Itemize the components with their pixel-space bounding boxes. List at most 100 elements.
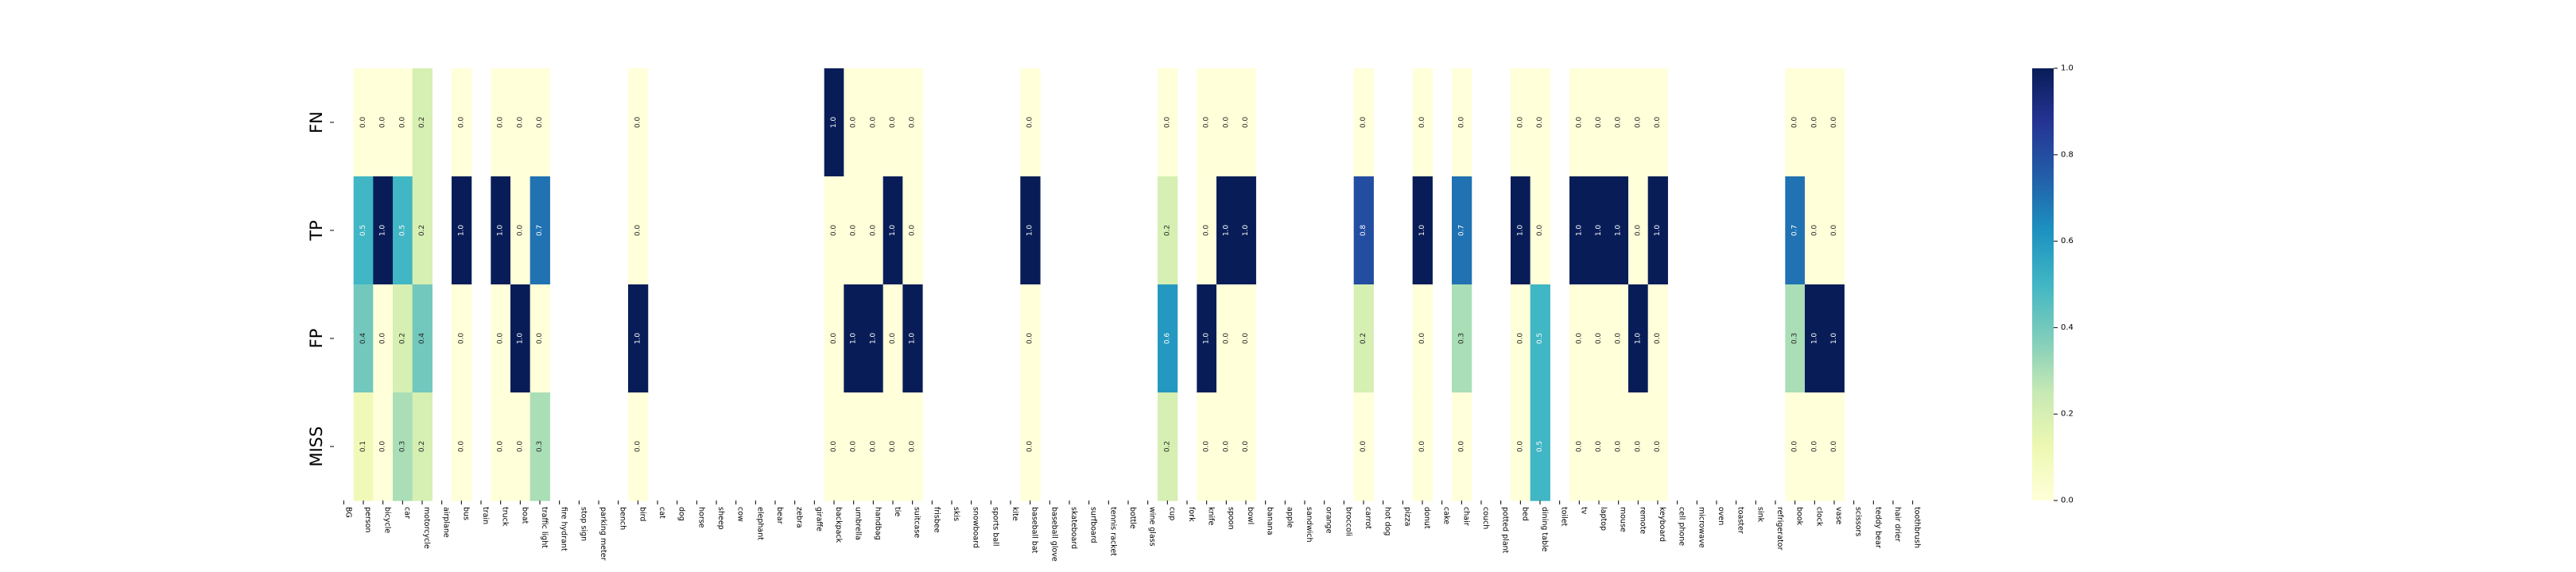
heatmap-cell (628, 176, 649, 285)
cell-value-label: 0.0 (536, 333, 544, 345)
x-tick-label: bottle (1128, 507, 1137, 529)
cell-value-label: 0.0 (379, 441, 387, 453)
cell-value-label: 0.0 (909, 225, 917, 237)
heatmap-cell-labels: 0.0 0.0 0.0 0.2 0.0 0.0 0.0 0.0 0.0 1.0 0.0 0.0 0.0 0… (359, 117, 1838, 453)
cell-value-label: 0.0 (1654, 333, 1662, 345)
heatmap-cell (1530, 392, 1550, 501)
heatmap-cell (1569, 284, 1590, 393)
heatmap-cell (1785, 392, 1806, 501)
heatmap-cell (1569, 68, 1590, 177)
heatmap-cell (412, 392, 433, 501)
cell-value-label: 0.0 (1810, 117, 1818, 129)
x-tick-label: bird (638, 507, 646, 521)
heatmap-cell (491, 68, 511, 177)
heatmap-cell (863, 284, 884, 393)
heatmap-cell (1452, 68, 1472, 177)
cell-value-label: 0.0 (1242, 117, 1250, 129)
x-tick-label: kite (1011, 507, 1019, 521)
cell-value-label: 0.1 (359, 441, 367, 452)
x-tick-label: wine glass (1148, 507, 1157, 547)
heatmap-cell (393, 392, 413, 501)
cell-value-label: 0.0 (497, 441, 505, 453)
x-tick-label: baseball glove (1049, 507, 1058, 562)
cell-value-label: 1.0 (889, 225, 897, 237)
heatmap-cell (1412, 392, 1433, 501)
x-tick-label: scissors (1854, 507, 1863, 536)
cell-value-label: 0.0 (634, 225, 642, 237)
y-tick-label: TP (307, 220, 326, 242)
x-tick-label: BG (343, 507, 352, 518)
cell-value-label: 0.2 (418, 225, 426, 236)
heatmap-cell (824, 392, 844, 501)
x-tick-label: giraffe (814, 507, 823, 531)
colorbar-gradient (2032, 68, 2054, 500)
cell-value-label: 0.7 (536, 225, 544, 236)
x-tick-label: oven (1717, 507, 1725, 525)
colorbar-tick-label: 0.2 (2061, 410, 2074, 419)
cell-value-label: 0.5 (1536, 333, 1544, 344)
heatmap-cell (1216, 284, 1237, 393)
x-tick-label: mouse (1619, 507, 1627, 532)
x-tick-label: refrigerator (1775, 507, 1784, 551)
x-tick-label: laptop (1599, 507, 1608, 531)
cell-value-label: 0.0 (1536, 225, 1544, 237)
cell-value-label: 0.0 (1360, 441, 1368, 453)
cell-value-label: 0.0 (457, 333, 465, 345)
x-tick-label: potted plant (1501, 507, 1510, 554)
cell-value-label: 0.2 (418, 117, 426, 128)
heatmap-cell (1020, 68, 1041, 177)
cell-value-label: 0.0 (1830, 441, 1838, 453)
cell-value-label: 0.0 (1595, 441, 1603, 453)
heatmap-cell (1197, 284, 1217, 393)
cell-value-label: 0.4 (359, 333, 367, 345)
heatmap-cell (1530, 68, 1550, 177)
x-tick-label: broccoli (1344, 507, 1352, 536)
x-tick-label: parking meter (599, 507, 607, 561)
heatmap-cells (353, 68, 1845, 501)
x-tick-label: airplane (442, 507, 451, 538)
x-tick-label: backpack (834, 507, 843, 543)
x-tick-label: apple (1285, 507, 1294, 528)
cell-value-label: 0.2 (1360, 333, 1368, 344)
colorbar-tick-label: 0.6 (2061, 237, 2074, 245)
cell-value-label: 0.2 (1163, 441, 1171, 452)
heatmap-cell (1452, 176, 1472, 285)
x-tick-label: train (481, 507, 490, 524)
cell-value-label: 0.0 (497, 333, 505, 345)
cell-value-label: 0.0 (398, 117, 406, 129)
x-tick-label: motorcycle (422, 507, 431, 549)
cell-value-label: 0.0 (1516, 441, 1524, 453)
x-tick-label: knife (1207, 507, 1216, 526)
cell-value-label: 0.0 (516, 225, 524, 237)
cell-value-label: 0.0 (1516, 333, 1524, 345)
cell-value-label: 0.0 (1575, 333, 1583, 345)
x-tick-label: cake (1442, 507, 1451, 524)
colorbar-tick-label: 1.0 (2061, 64, 2074, 73)
heatmap-cell (883, 392, 903, 501)
heatmap-cell (1452, 392, 1472, 501)
heatmap-cell (863, 176, 884, 285)
x-tick-label: fork (1187, 507, 1196, 522)
x-tick-label: toilet (1560, 507, 1569, 527)
cell-value-label: 0.0 (497, 117, 505, 129)
cell-value-label: 0.0 (1222, 441, 1230, 453)
cell-value-label: 1.0 (1203, 333, 1211, 345)
heatmap-cell (1608, 68, 1629, 177)
cell-value-label: 0.0 (1830, 225, 1838, 237)
heatmap-cell (902, 176, 923, 285)
cell-value-label: 0.0 (1615, 441, 1623, 453)
cell-value-label: 0.0 (1634, 441, 1642, 453)
colorbar-tick-label: 0.4 (2061, 323, 2074, 332)
heatmap-cell (1216, 176, 1237, 285)
heatmap-cell (1530, 284, 1550, 393)
heatmap-cell (1628, 392, 1649, 501)
heatmap-cell (1628, 284, 1649, 393)
heatmap-cell (1589, 392, 1609, 501)
cell-value-label: 0.0 (850, 225, 858, 237)
heatmap-cell (1647, 176, 1668, 285)
x-tick-label: sheep (716, 507, 725, 530)
heatmap-cell (1805, 284, 1825, 393)
cell-value-label: 0.0 (830, 333, 838, 345)
cell-value-label: 0.0 (1203, 117, 1211, 129)
x-tick-label: cat (658, 507, 666, 519)
